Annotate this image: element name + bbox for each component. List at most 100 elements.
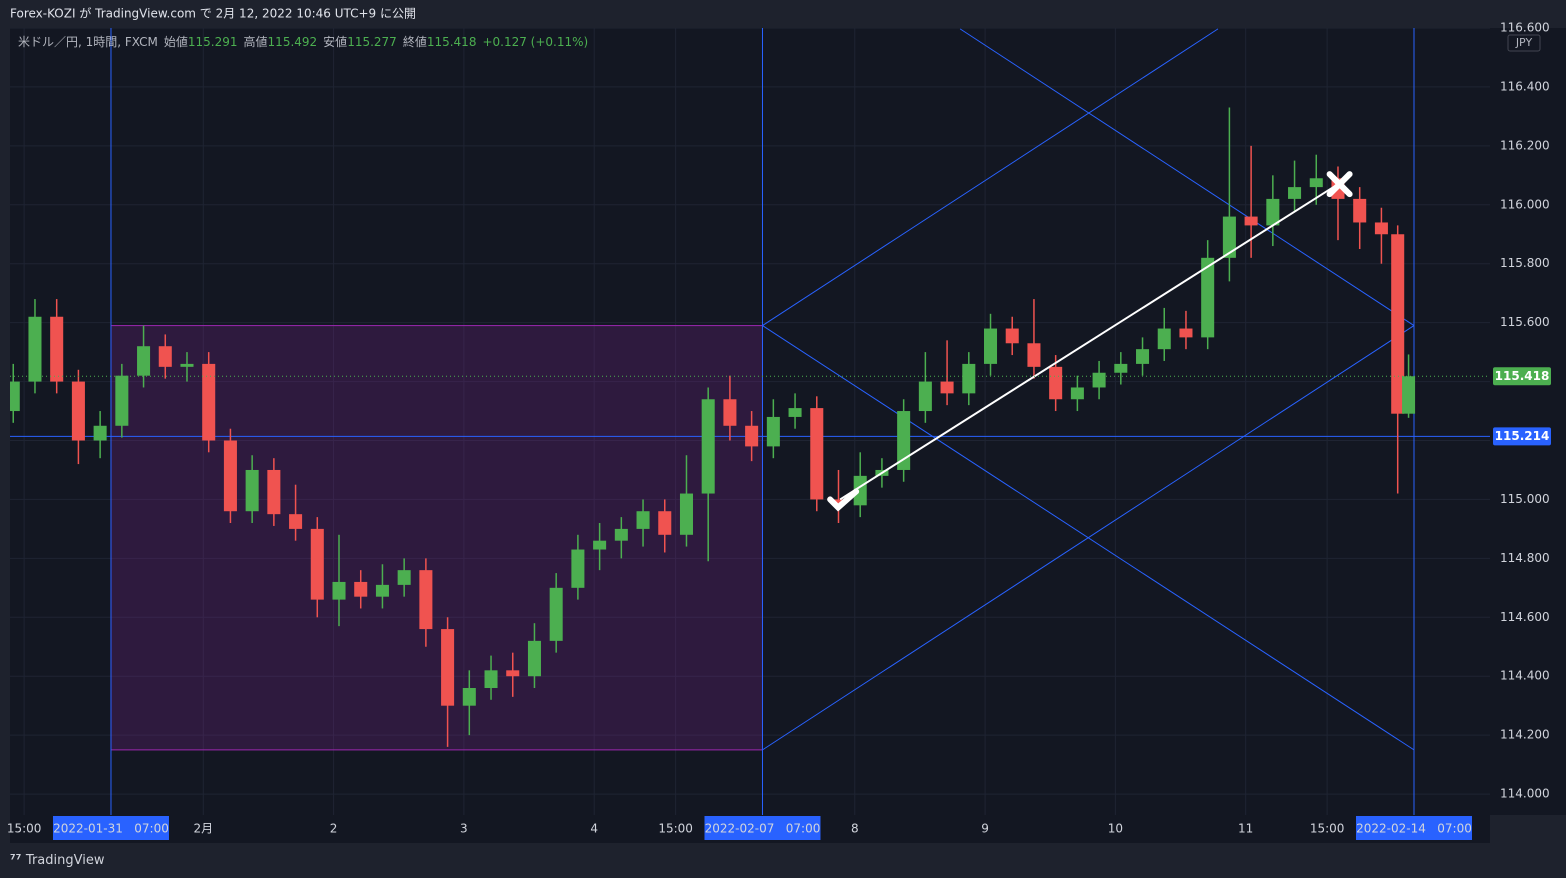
high-label: 高値 — [244, 34, 268, 49]
candle-body — [354, 581, 368, 597]
candle-body — [1391, 234, 1405, 414]
x-tick-highlight — [704, 816, 821, 840]
candle-body — [1027, 343, 1041, 367]
candle-body — [766, 416, 780, 447]
candle-body — [940, 381, 954, 394]
x-tick-label: 3 — [460, 822, 468, 836]
candle-body — [137, 346, 151, 376]
candle-body — [375, 584, 389, 597]
candle-body — [93, 425, 107, 441]
candle-body — [267, 469, 281, 515]
candle-body — [1402, 376, 1416, 414]
trend-line — [839, 183, 1339, 501]
candle-body — [1157, 328, 1171, 350]
candle-body — [397, 570, 411, 585]
x-tick-label: 2022-02-14 07:00 — [1356, 822, 1472, 836]
x-tick-label: 11 — [1238, 822, 1253, 836]
legend: 米ドル／円, 1時間, FXCM 始値115.291 高値115.492 安値115.… — [18, 34, 588, 49]
y-tick-label: 115.800 — [1500, 256, 1550, 270]
x-tick-highlight — [1355, 816, 1472, 840]
candle-body — [1353, 198, 1367, 223]
candle-body — [441, 629, 455, 706]
y-tick-label: 116.200 — [1500, 138, 1550, 152]
candle-body — [1244, 216, 1258, 226]
candle-body — [223, 440, 237, 512]
candle-body — [50, 316, 64, 382]
symbol: 米ドル／円, 1時間, FXCM — [18, 35, 158, 49]
y-tick-label: 114.000 — [1500, 787, 1550, 801]
candle-body — [1309, 178, 1323, 188]
x-tick-label: 10 — [1108, 822, 1123, 836]
candle-body — [289, 514, 303, 529]
candle-body — [506, 670, 520, 677]
high-value: 115.492 — [268, 35, 318, 49]
candle-body — [484, 670, 498, 689]
candle-body — [745, 425, 759, 447]
y-tick-label: 114.800 — [1500, 551, 1550, 565]
candle-body — [810, 408, 824, 500]
candle-body — [1266, 198, 1280, 226]
candle-body — [1114, 363, 1128, 373]
candle-body — [723, 399, 737, 426]
candle-body — [549, 587, 563, 641]
candle-body — [462, 688, 476, 706]
x-tick-label: 2022-01-31 07:00 — [53, 822, 169, 836]
y-tick-label: 116.000 — [1500, 197, 1550, 211]
x-tick-label: 2 — [330, 822, 338, 836]
open-label: 始値 — [164, 34, 188, 49]
y-tick-label: 115.000 — [1500, 492, 1550, 506]
candle-body — [28, 316, 42, 382]
y-tick-label: 116.600 — [1500, 21, 1550, 35]
close-value: 115.418 — [427, 35, 477, 49]
candle-body — [180, 363, 194, 367]
last-price-label: 115.418 — [1495, 369, 1550, 383]
candle-body — [1005, 328, 1019, 344]
currency-label: JPY — [1515, 36, 1533, 49]
candle-body — [918, 381, 932, 412]
gann-line — [959, 28, 1415, 327]
candle-body — [10, 381, 20, 412]
check-mark — [827, 488, 860, 512]
candle-body — [983, 328, 998, 364]
candle-body — [1374, 222, 1388, 235]
candle-body — [1288, 187, 1302, 199]
x-tick-label: 8 — [851, 822, 859, 836]
candle-body — [1049, 366, 1063, 400]
candle-body — [1201, 257, 1215, 338]
candle-body — [527, 640, 541, 677]
low-label: 安値 — [323, 34, 347, 49]
close-label: 終値 — [403, 34, 427, 49]
x-tick-label: 15:00 — [658, 822, 693, 836]
candle-body — [1070, 387, 1084, 400]
candle-body — [310, 528, 324, 600]
candle-body — [1179, 328, 1193, 338]
candle-body — [831, 499, 846, 506]
candle-body — [245, 469, 259, 512]
currency-box — [1507, 34, 1541, 52]
plot-area — [10, 28, 1490, 815]
brand: ⁷⁷ TradingView — [10, 853, 105, 868]
candle-body — [1092, 372, 1106, 388]
x-tick-label: 4 — [590, 822, 598, 836]
x-tick-label: 2月 — [193, 822, 213, 836]
candle-body — [1222, 216, 1236, 258]
y-tick-label: 115.600 — [1500, 315, 1550, 329]
open-value: 115.291 — [188, 35, 238, 49]
y-tick-label: 114.600 — [1500, 610, 1550, 624]
x-tick-label: 2022-02-07 07:00 — [705, 822, 821, 836]
change: +0.127 (+0.11%) — [482, 35, 588, 49]
page-title: Forex-KOZI が TradingView.com で 2月 12, 20… — [10, 6, 416, 21]
x-tick-label: 9 — [981, 822, 989, 836]
candle-body — [853, 475, 867, 506]
gann-line — [762, 28, 1219, 327]
range-box — [110, 325, 763, 751]
gann-line — [762, 325, 1415, 751]
candle-body — [788, 408, 802, 417]
candle-body — [636, 511, 650, 529]
candle-body — [593, 540, 607, 550]
last-price-tag — [1493, 367, 1551, 386]
x-tick-label: 15:00 — [7, 822, 42, 836]
candle-body — [679, 493, 693, 535]
low-value: 115.277 — [347, 35, 397, 49]
